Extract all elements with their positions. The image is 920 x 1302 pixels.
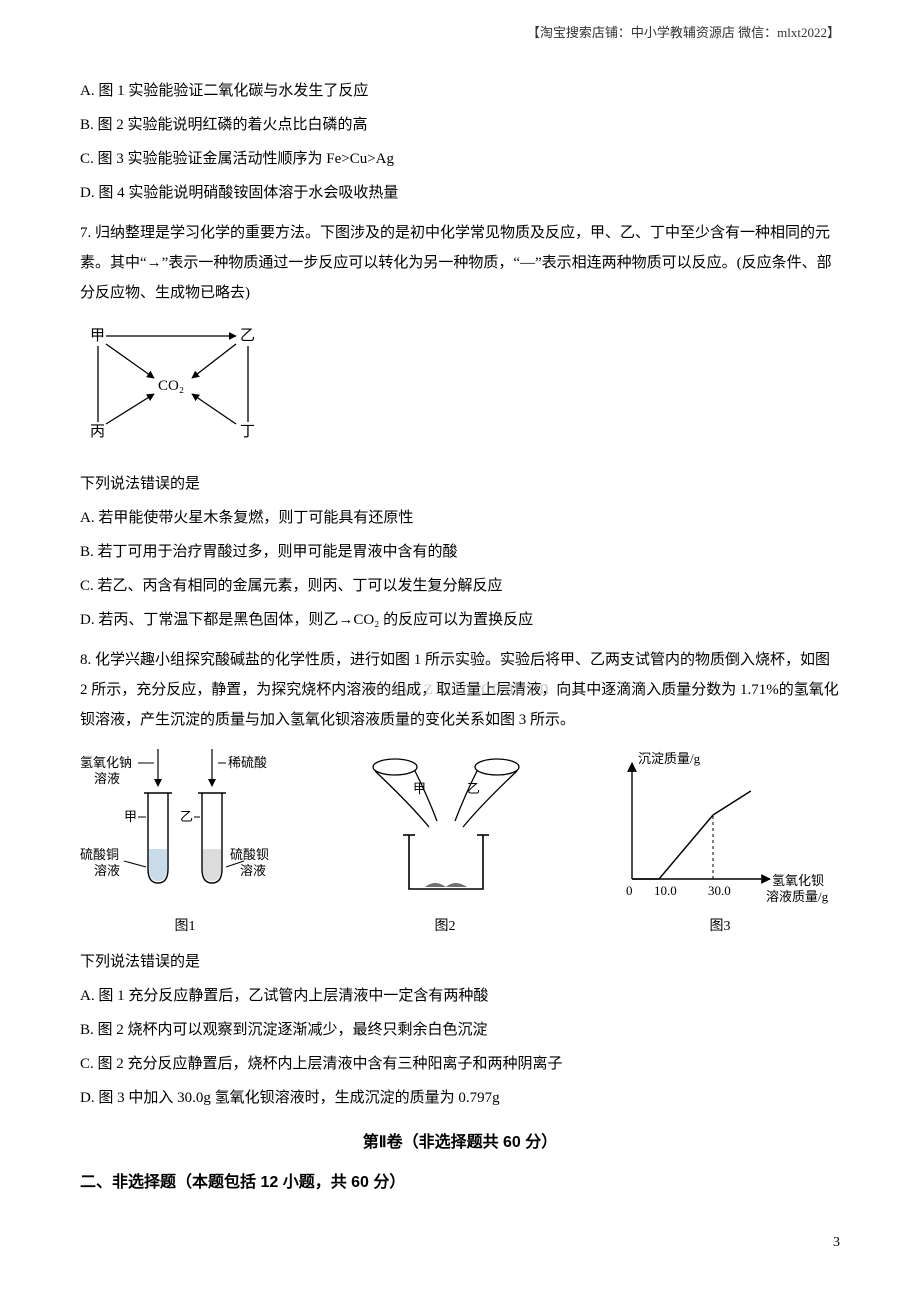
page-number: 3 bbox=[80, 1229, 840, 1257]
q7-node-co2: CO₂ bbox=[158, 378, 184, 394]
q8-option-a: A. 图 1 充分反应静置后，乙试管内上层清液中一定含有两种酸 bbox=[80, 981, 840, 1011]
fig1-naoh-sub: 溶液 bbox=[94, 771, 120, 786]
q7-node-bing: 丙 bbox=[90, 424, 105, 440]
fig1-jia: 甲 bbox=[124, 809, 137, 824]
q7-option-c: C. 若乙、丙含有相同的金属元素，则丙、丁可以发生复分解反应 bbox=[80, 571, 840, 601]
q8-stem: 8. 化学兴趣小组探究酸碱盐的化学性质，进行如图 1 所示实验。实验后将甲、乙两… bbox=[80, 645, 840, 735]
fig1-yi: 乙 bbox=[180, 809, 193, 824]
q8-prompt: 下列说法错误的是 bbox=[80, 947, 840, 977]
fig3-xtick-1: 10.0 bbox=[654, 883, 677, 898]
q7-stem: 7. 归纳整理是学习化学的重要方法。下图涉及的是初中化学常见物质及反应，甲、乙、… bbox=[80, 218, 840, 308]
fig3-xtick-2: 30.0 bbox=[708, 883, 731, 898]
fig2-jia: 甲 bbox=[413, 781, 426, 796]
fig3-xlabel-1: 氢氧化钡 bbox=[772, 873, 824, 888]
header-note: 【淘宝搜索店铺：中小学教辅资源店 微信：mlxt2022】 bbox=[80, 20, 840, 46]
fig1-h2so4: 稀硫酸 bbox=[228, 755, 267, 770]
q8-option-d: D. 图 3 中加入 30.0g 氢氧化钡溶液时，生成沉淀的质量为 0.797g bbox=[80, 1083, 840, 1113]
q8-option-b: B. 图 2 烧杯内可以观察到沉淀逐渐减少，最终只剩余白色沉淀 bbox=[80, 1015, 840, 1045]
section2-sub: 二、非选择题（本题包括 12 小题，共 60 分） bbox=[80, 1167, 840, 1199]
q7-diagram: 甲 乙 丙 丁 CO₂ bbox=[80, 318, 840, 459]
fig2-caption: 图2 bbox=[435, 913, 456, 941]
q7-node-ding: 丁 bbox=[240, 424, 255, 440]
q7-edge-yi-co2 bbox=[192, 344, 236, 378]
fig3-xlabel-2: 溶液质量/g bbox=[766, 889, 829, 904]
fig1-naoh-top: 氢氧化钠 bbox=[80, 755, 132, 770]
q8-fig2: 甲 乙 图2 bbox=[355, 749, 535, 941]
q6-option-c: C. 图 3 实验能验证金属活动性顺序为 Fe>Cu>Ag bbox=[80, 144, 840, 174]
q7-edge-bing-co2 bbox=[106, 394, 154, 424]
fig1-caption: 图1 bbox=[175, 913, 196, 941]
fig1-cuso4-top: 硫酸铜 bbox=[80, 847, 119, 862]
fig3-ylabel: 沉淀质量/g bbox=[638, 751, 701, 766]
q7-node-yi: 乙 bbox=[240, 328, 255, 344]
q7-edge-ding-co2 bbox=[192, 394, 236, 424]
section2-title: 第Ⅱ卷（非选择题共 60 分） bbox=[80, 1127, 840, 1159]
fig1-cuso4-sub: 溶液 bbox=[94, 863, 120, 878]
q7-prompt: 下列说法错误的是 bbox=[80, 469, 840, 499]
q6-option-b: B. 图 2 实验能说明红磷的着火点比白磷的高 bbox=[80, 110, 840, 140]
q8-fig3: 沉淀质量/g 0 10.0 30.0 氢氧化钡 溶液质量/g 图3 bbox=[600, 749, 840, 941]
q7-edge-jia-co2 bbox=[106, 344, 154, 378]
fig3-xtick-0: 0 bbox=[626, 883, 633, 898]
q7-option-a: A. 若甲能使带火星木条复燃，则丁可能具有还原性 bbox=[80, 503, 840, 533]
q6-option-d: D. 图 4 实验能说明硝酸铵固体溶于水会吸收热量 bbox=[80, 178, 840, 208]
q8-option-c: C. 图 2 充分反应静置后，烧杯内上层清液中含有三种阳离子和两种阴离子 bbox=[80, 1049, 840, 1079]
q7-option-b: B. 若丁可用于治疗胃酸过多，则甲可能是胃液中含有的酸 bbox=[80, 537, 840, 567]
q6-option-a: A. 图 1 实验能验证二氧化碳与水发生了反应 bbox=[80, 76, 840, 106]
q7-node-jia: 甲 bbox=[90, 328, 105, 344]
q8-fig1: 氢氧化钠 溶液 稀硫酸 甲 乙 硫酸铜 溶液 硫酸钡 溶液 图1 bbox=[80, 749, 290, 941]
fig1-baso4-sub: 溶液 bbox=[240, 863, 266, 878]
fig3-caption: 图3 bbox=[710, 913, 731, 941]
q7-option-d: D. 若丙、丁常温下都是黑色固体，则乙→CO₂ 的反应可以为置换反应 bbox=[80, 605, 840, 635]
fig1-baso4-top: 硫酸钡 bbox=[230, 847, 269, 862]
fig2-yi: 乙 bbox=[467, 781, 480, 796]
